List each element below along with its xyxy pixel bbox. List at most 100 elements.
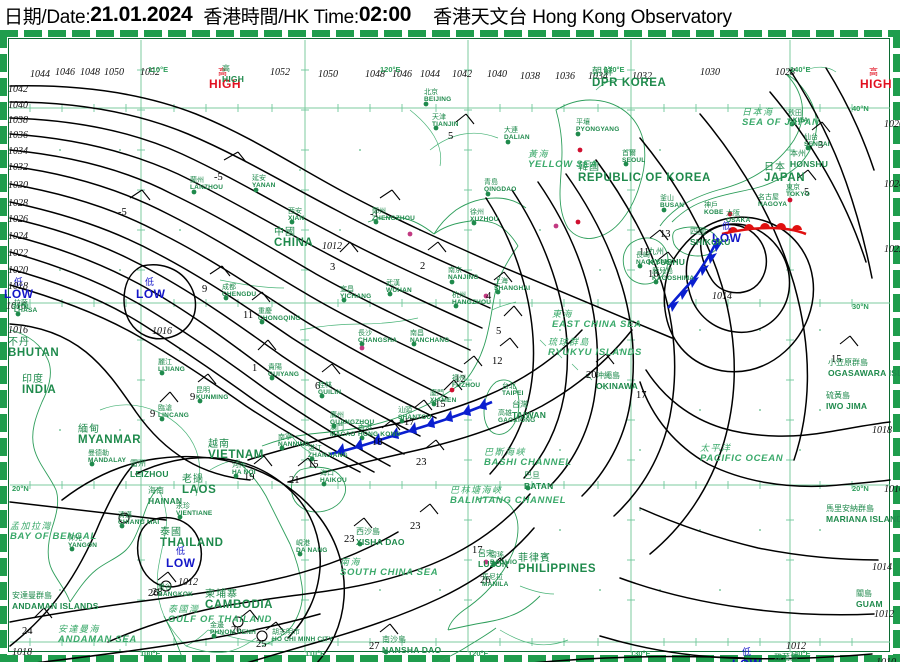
place-name-en: YELLOW SEA xyxy=(528,159,598,170)
city-name-en: HA NOI xyxy=(232,469,256,476)
city-name-en: YANGON xyxy=(68,542,98,549)
high-label-cn-1: 高 xyxy=(218,67,228,77)
isobar-value: 1050 xyxy=(104,67,124,78)
city-name-en: BANGKOK xyxy=(158,591,193,598)
latitude-label: 30°N xyxy=(852,302,869,311)
city-name-en: LINCANG xyxy=(158,412,190,419)
station-temperature: 21 xyxy=(289,475,300,486)
place-name-en: EAST CHINA SEA xyxy=(552,319,642,330)
city-name-en: ZHANJIANG xyxy=(308,452,348,459)
low-label-cn-3: 低 xyxy=(176,546,186,556)
place-name-cn: 南海 xyxy=(340,557,362,567)
isobar-value: 1022 xyxy=(8,248,28,259)
city-name-cn: 杭州 xyxy=(452,292,466,299)
place-name-cn: 沖繩島 xyxy=(596,371,620,380)
place-name-cn: 高 xyxy=(222,64,230,73)
time-value: 02:00 xyxy=(358,3,412,26)
city-name-en: PHNOM PENH xyxy=(210,629,257,636)
city-name-en: CHIANG MAI xyxy=(118,519,160,526)
weather-chart[interactable]: 高 HIGH 高 HIGH 低 LOW 低 LOW 低 LOW 低 LOW 低 … xyxy=(0,30,900,662)
city-name-en: TOKYO xyxy=(786,191,810,198)
city-name-cn: 拉薩 xyxy=(14,300,28,307)
cold-front-south-china xyxy=(329,398,493,456)
station-temperature: 27 xyxy=(369,641,380,652)
border-band-top xyxy=(0,30,900,37)
place-name-cn: 老撾 xyxy=(182,474,204,485)
station-temperature: 28 xyxy=(152,587,163,598)
place-name-en: XISHA DAO xyxy=(356,537,405,547)
place-name-cn: 柬埔寨 xyxy=(205,589,238,600)
isobar-value: 1040 xyxy=(8,100,28,111)
place-name-cn: 朝鮮 xyxy=(592,67,614,78)
place-name-cn: 西沙島 xyxy=(356,527,380,536)
longitude-label: 140°E xyxy=(790,649,811,658)
city-name-en: DA NANG xyxy=(296,547,328,554)
city-name-en: GUIYANG xyxy=(268,371,300,378)
isobar-value: 1018 xyxy=(12,647,32,658)
place-name-cn: 孟加拉灣 xyxy=(10,521,53,531)
station-temperature: 3 xyxy=(330,262,336,273)
city-name-cn: 海口 xyxy=(320,470,334,477)
city-name-en: KAGOSHIMA xyxy=(652,275,695,282)
city-name-cn: 高雄 xyxy=(498,410,512,417)
isobar-value: 1034 xyxy=(8,146,28,157)
place-name-cn: 本州 xyxy=(790,149,806,158)
place-name-en: BALINTANG CHANNEL xyxy=(450,495,567,506)
place-name-en: SHIKOKU xyxy=(690,237,731,247)
station-temperature: 16 xyxy=(648,269,659,280)
city-name-cn: 永珍 xyxy=(176,503,190,510)
isobar-value: 1048 xyxy=(80,67,100,78)
city-name-en: QINGDAO xyxy=(484,186,517,193)
place-name-cn: 呂宋 xyxy=(478,549,494,558)
place-name-cn: 泰國灣 xyxy=(168,604,200,614)
station-temperature: 19 xyxy=(244,472,255,483)
place-name-en: TAIWAN xyxy=(512,410,547,420)
city-name-en: NANJING xyxy=(448,274,479,281)
station-temperature: 23 xyxy=(416,457,427,468)
place-name-cn: 雅蒲島 xyxy=(774,653,798,662)
city-name-cn: 台北 xyxy=(502,383,516,390)
city-name-cn: 武漢 xyxy=(386,280,400,287)
station-temperature: 5 xyxy=(448,131,454,142)
place-name-cn: 黃海 xyxy=(528,149,550,159)
latitude-label: 30°N xyxy=(12,302,29,311)
place-name-en: SEA OF JAPAN xyxy=(742,117,820,128)
city-name-cn: 平壤 xyxy=(576,119,590,126)
city-name-cn: 澳門 xyxy=(330,424,344,431)
place-name-cn: 硫黃島 xyxy=(826,391,850,400)
city-name-en: BAGUIO xyxy=(490,559,518,566)
city-name-cn: 徐州 xyxy=(470,209,484,216)
isobar-value: 1012 xyxy=(786,641,806,652)
city-name-cn: 名古屋 xyxy=(758,194,779,201)
city-name-cn: 宜昌 xyxy=(340,286,354,293)
city-name-cn: 南京 xyxy=(448,267,462,274)
place-name-cn: 巴林塘海峽 xyxy=(450,485,503,495)
longitude-label: 120°E xyxy=(380,65,401,74)
city-name-en: YICHANG xyxy=(340,293,372,300)
city-name-cn: 麗江 xyxy=(158,359,172,366)
city-name-cn: 天津 xyxy=(432,114,446,121)
station-temperature: 5 xyxy=(804,187,810,198)
city-name-en: LHASA xyxy=(14,307,38,314)
place-name-en: ANDAMAN SEA xyxy=(58,634,137,645)
isobar-value: 1038 xyxy=(8,115,28,126)
city-name-cn: 神戶 xyxy=(704,202,718,209)
city-name-en: HAIKOU xyxy=(320,477,347,484)
low-label-cn-5: 低 xyxy=(742,647,752,657)
station-temperature: 24 xyxy=(22,626,33,637)
isobar-value: 1012 xyxy=(322,241,342,252)
city-name-cn: 仰光 xyxy=(68,535,82,542)
city-name-cn: 西安 xyxy=(288,208,302,215)
isobar-value: 1034 xyxy=(588,71,608,82)
place-name-en: REPUBLIC OF KOREA xyxy=(578,172,711,184)
station-temperature: 26 xyxy=(148,588,159,599)
city-name-cn: 昆明 xyxy=(196,387,210,394)
isobar-value: 1046 xyxy=(55,67,75,78)
place-name-en: LAOS xyxy=(182,484,217,496)
isobar-value: 1028 xyxy=(8,198,28,209)
longitude-label: 130°E xyxy=(604,65,625,74)
city-name-cn: 上海 xyxy=(494,278,508,285)
city-name-cn: 碧瑤 xyxy=(490,552,504,559)
station-temperature: 3 xyxy=(818,140,824,151)
isobar-value: 1020 xyxy=(8,265,28,276)
